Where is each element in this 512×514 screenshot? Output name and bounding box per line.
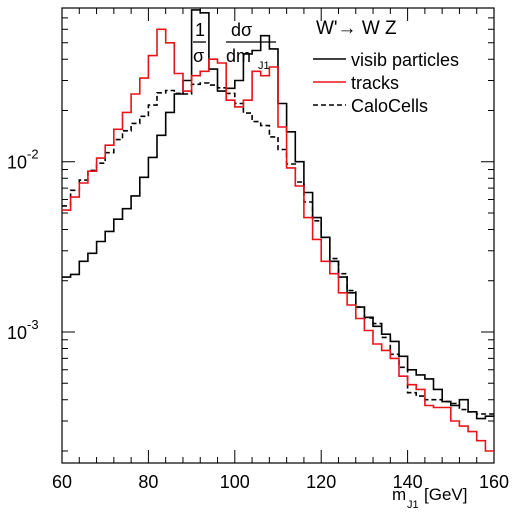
y-tick-base: 10 — [7, 323, 27, 343]
y-label-subscript: J1 — [258, 60, 270, 72]
y-tick-exponent: -3 — [27, 317, 39, 332]
legend: visib particles tracks CaloCells — [313, 50, 459, 116]
y-tick-base: 10 — [7, 153, 27, 173]
series-layer — [62, 9, 494, 452]
x-label-unit: [GeV] — [424, 485, 467, 504]
x-axis-ticks: 60 80 100 120 140 160 — [52, 8, 509, 492]
legend-label-tracks: tracks — [351, 73, 399, 93]
y-axis-label: 1 σ dσ dm J1 — [193, 20, 276, 72]
series-tracks — [62, 28, 494, 452]
x-label-m: m — [392, 485, 406, 504]
y-axis-ticks: 10-210-3 — [7, 7, 494, 452]
y-label-denominator: dm — [226, 46, 251, 66]
frame — [61, 7, 495, 464]
chart-title: W'→ W Z — [316, 18, 397, 39]
x-label-subscript: J1 — [407, 499, 419, 511]
x-tick-label: 80 — [138, 472, 158, 492]
x-tick-label: 140 — [393, 472, 423, 492]
series-calocells — [62, 82, 494, 415]
y-label-one: 1 — [195, 20, 205, 40]
legend-label-calocells: CaloCells — [351, 96, 428, 116]
legend-label-visib: visib particles — [351, 50, 459, 70]
y-label-numerator: dσ — [231, 20, 252, 40]
y-label-sigma: σ — [193, 46, 204, 66]
x-tick-label: 120 — [306, 472, 336, 492]
x-tick-label: 60 — [52, 472, 72, 492]
x-tick-label: 160 — [479, 472, 509, 492]
y-tick-exponent: -2 — [27, 147, 39, 162]
x-tick-label: 100 — [220, 472, 250, 492]
x-axis-label: m J1 [GeV] — [392, 485, 467, 511]
